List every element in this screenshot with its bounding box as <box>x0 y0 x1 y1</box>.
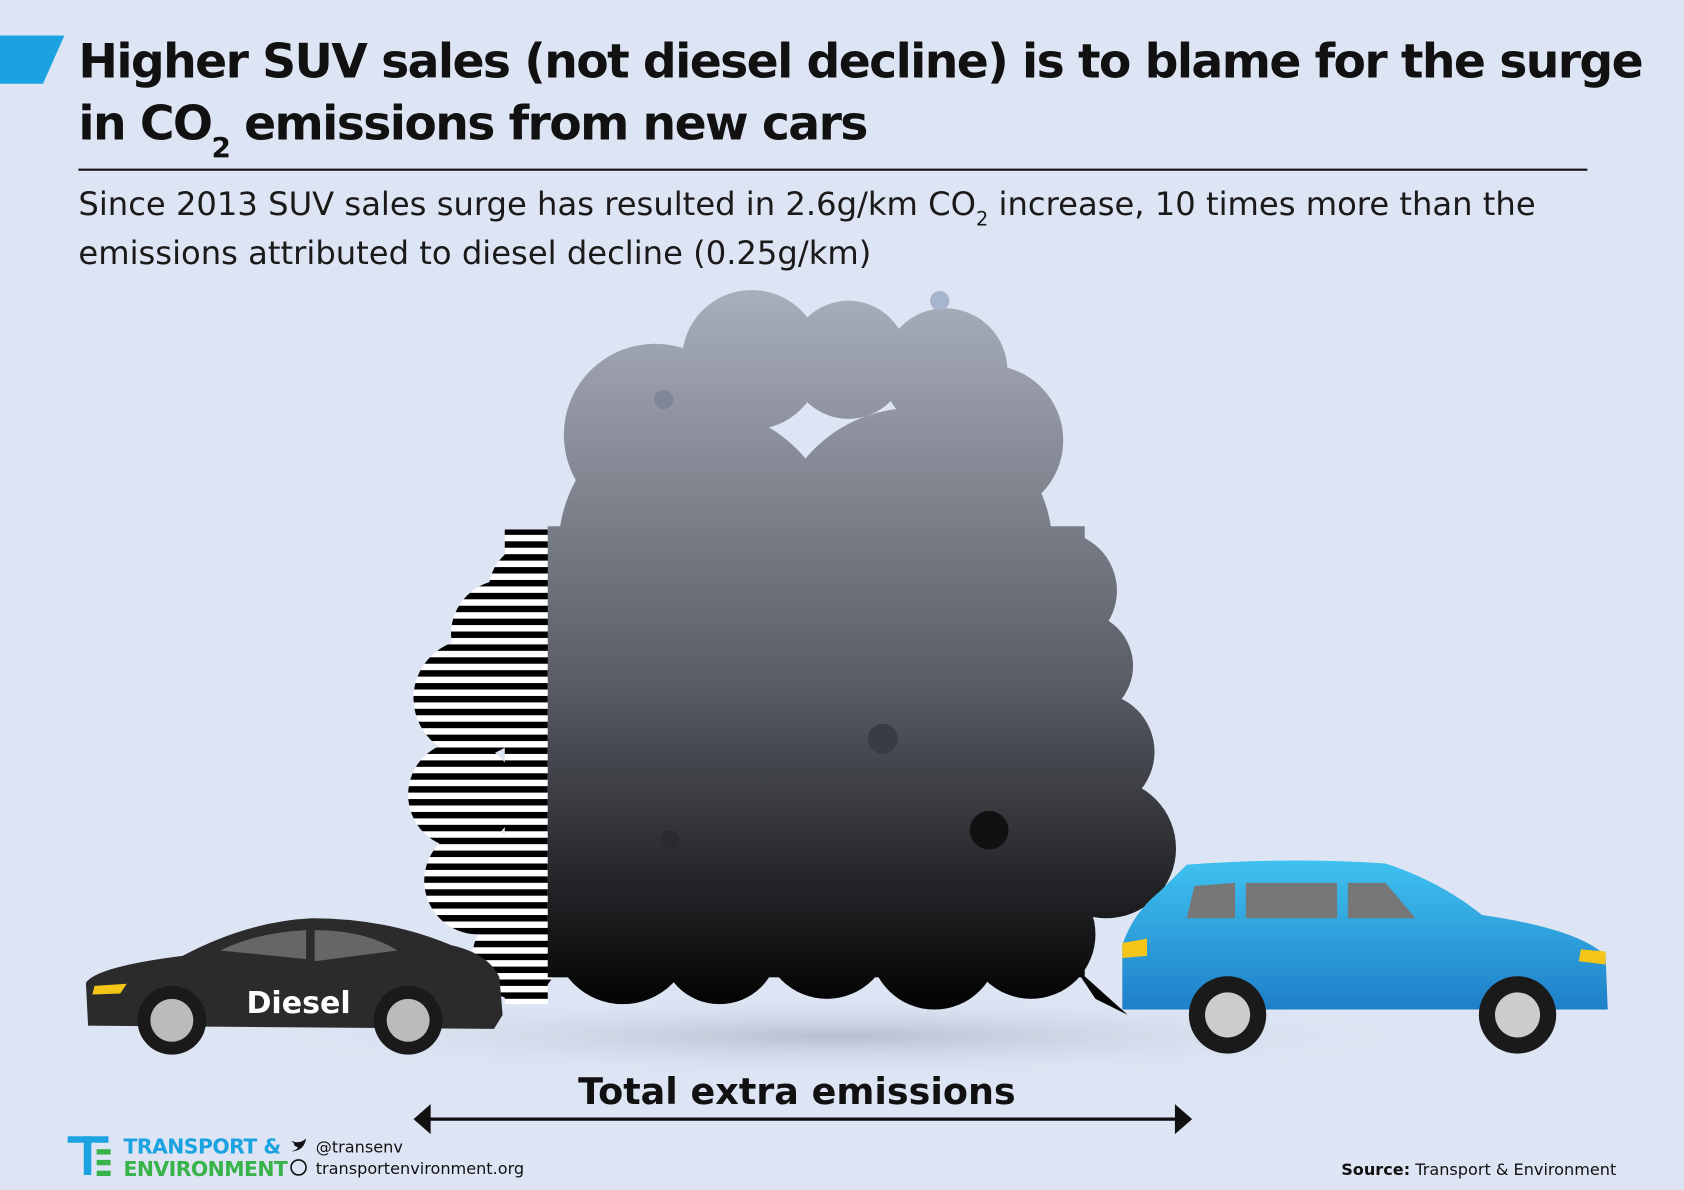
suv <box>1122 860 1608 1054</box>
logo-text: TRANSPORT & <box>124 1134 281 1158</box>
arrow <box>413 1104 1193 1135</box>
twitter-icon <box>291 1138 307 1152</box>
logo-text: ENVIRONMENT <box>124 1157 288 1181</box>
twitter-handle: @transenv <box>316 1137 404 1156</box>
shadow <box>236 993 1440 1080</box>
title: Higher SUV sales (not diesel decline) is… <box>78 34 1642 89</box>
source: Source: Transport & Environment <box>1341 1160 1616 1179</box>
accent <box>0 35 65 84</box>
diesel-car: Diesel <box>85 918 503 1055</box>
source-text: Transport & Environment <box>1410 1160 1616 1179</box>
arrow-label: Total extra emissions <box>578 1070 1016 1113</box>
smoke-cloud <box>547 289 1177 1015</box>
title-line: in CO <box>78 97 211 152</box>
subtitle-line: emissions attributed to diesel decline (… <box>78 234 871 272</box>
subtitle-line: Since 2013 SUV sales surge has resulted … <box>78 185 976 223</box>
smoke-dots <box>654 291 1009 850</box>
subscript: 2 <box>211 131 229 164</box>
diesel-smoke <box>408 529 586 1005</box>
source-label: Source: <box>1341 1160 1410 1179</box>
title-line: Higher SUV sales (not diesel decline) is… <box>78 34 1642 89</box>
logo: TRANSPORT & ENVIRONMENT <box>67 1134 288 1181</box>
title: in CO2 emissions from new cars <box>78 97 866 164</box>
title-line: emissions from new cars <box>229 97 866 152</box>
subtitle: Since 2013 SUV sales surge has resulted … <box>78 185 1535 231</box>
car-label: Diesel <box>246 986 350 1021</box>
web-icon <box>290 1159 307 1176</box>
subtitle-line: increase, 10 times more than the <box>988 185 1535 223</box>
website: transportenvironment.org <box>316 1159 524 1178</box>
subscript: 2 <box>976 208 988 231</box>
